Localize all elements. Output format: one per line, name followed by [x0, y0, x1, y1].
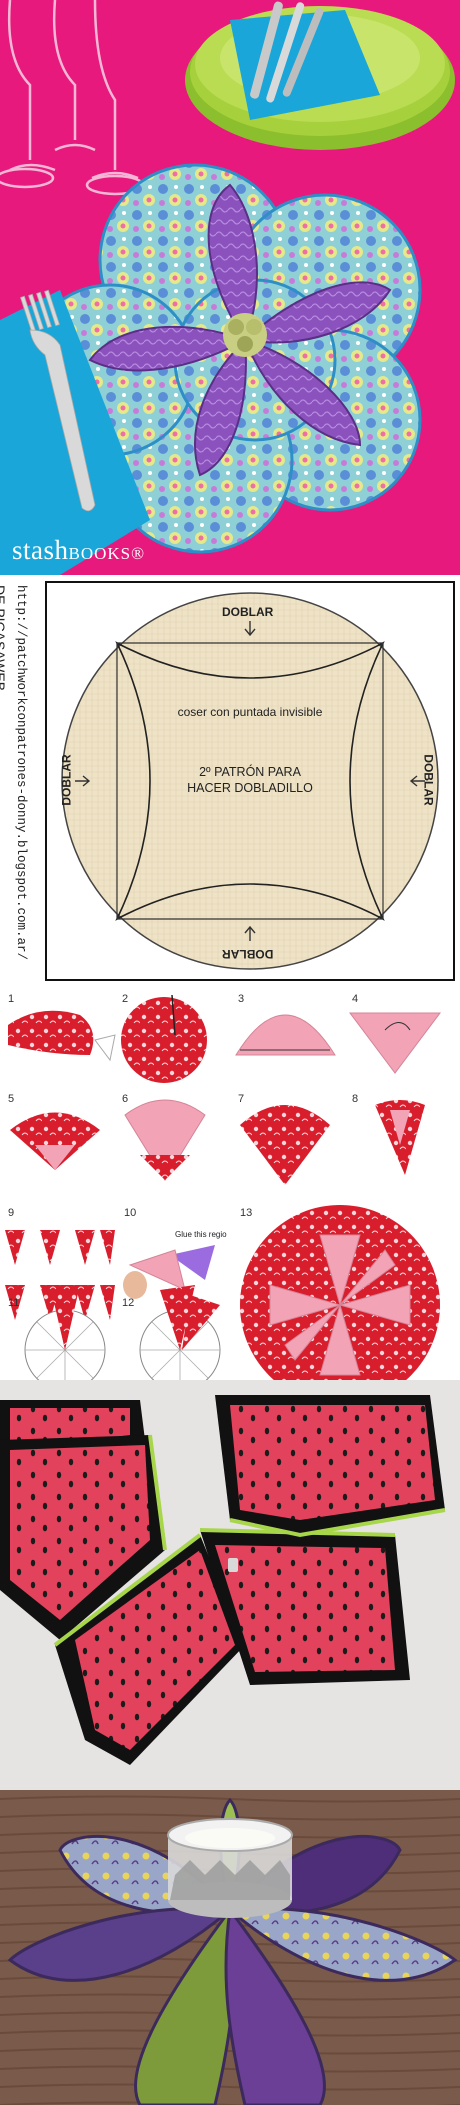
- folding-steps-panel: 1 2 3 4 5 6 7 8 9 10 13 11 12 Glue this …: [0, 985, 460, 1380]
- source-label: DE PICASAWEB: [0, 585, 8, 692]
- snap-button: [228, 1558, 238, 1572]
- hem-pattern-drawing: [61, 592, 439, 970]
- pattern-frame: DOBLAR DOBLAR DOBLAR DOBLAR coser con pu…: [45, 581, 455, 981]
- candle-mat-panel: [0, 1790, 460, 2105]
- flower-placemat-illustration: [0, 0, 455, 575]
- wine-glasses: [0, 0, 145, 196]
- placemat-4: [199, 1528, 410, 1685]
- step-number-9: 9: [8, 1207, 15, 1219]
- step-number-7: 7: [238, 1093, 245, 1105]
- fold-label-left: DOBLAR: [59, 754, 74, 806]
- glue-note: Glue this regio: [175, 1230, 227, 1239]
- stash-books-logo: stashBOOKS®: [12, 535, 146, 565]
- step-10-image: [120, 1225, 220, 1300]
- watermelon-placemats-panel: [0, 1380, 460, 1790]
- step-number-5: 5: [8, 1093, 15, 1105]
- cutlery-top: [250, 1, 324, 103]
- source-url: http://patchworkconpatrones-donny.blogsp…: [14, 585, 28, 961]
- pattern-panel: DE PICASAWEB http://patchworkconpatrones…: [0, 575, 460, 985]
- fold-label-bottom: DOBLAR: [222, 947, 274, 961]
- flower-petals: [88, 183, 392, 477]
- fold-label-right: DOBLAR: [421, 754, 436, 806]
- step-number-8: 8: [352, 1093, 359, 1105]
- step-number-2: 2: [122, 993, 129, 1005]
- sew-instruction: coser con puntada invisible: [177, 705, 323, 719]
- step-4-image: [349, 1012, 441, 1074]
- step-5-image: [10, 1112, 100, 1170]
- fold-label-top: DOBLAR: [222, 605, 274, 619]
- step-number-1: 1: [8, 993, 15, 1005]
- placemat-2: [0, 1434, 167, 1640]
- step-12-image: [139, 1285, 221, 1380]
- placemat-photo-panel: stashBOOKS®: [0, 0, 460, 575]
- step-7-image: [240, 1105, 330, 1185]
- pattern-title-line-2: HACER DOBLADILLO: [187, 781, 313, 795]
- step-11-image: [24, 1285, 106, 1380]
- step-3-image: [235, 1014, 336, 1056]
- fork-icon: [20, 289, 96, 512]
- fabric-petals: [7, 1797, 458, 2105]
- step-8-image: [375, 1100, 425, 1175]
- pattern-title-line-1: 2º PATRÓN PARA: [199, 765, 301, 779]
- folding-steps-illustration: [5, 994, 441, 1380]
- step-number-3: 3: [238, 993, 245, 1005]
- step-13-image: [240, 1205, 440, 1380]
- step-number-10: 10: [124, 1207, 137, 1219]
- step-6-image: [124, 1099, 206, 1181]
- candle-holder: [167, 1818, 293, 1918]
- step-2-image: [121, 994, 207, 1083]
- step-number-12: 12: [122, 1297, 135, 1309]
- watermelon-placemats-illustration: [0, 1395, 446, 1765]
- step-number-11: 11: [8, 1297, 20, 1309]
- flower-center: [223, 313, 267, 357]
- candle-mat-illustration: [0, 1790, 460, 2105]
- source-credit: DE PICASAWEB http://patchworkconpatrones…: [0, 585, 40, 985]
- step-1-image: [8, 1010, 116, 1062]
- step-number-6: 6: [122, 1093, 129, 1105]
- step-number-4: 4: [352, 993, 359, 1005]
- placemat-3: [53, 1533, 245, 1765]
- step-number-13: 13: [240, 1207, 253, 1219]
- placemat-5: [215, 1395, 446, 1538]
